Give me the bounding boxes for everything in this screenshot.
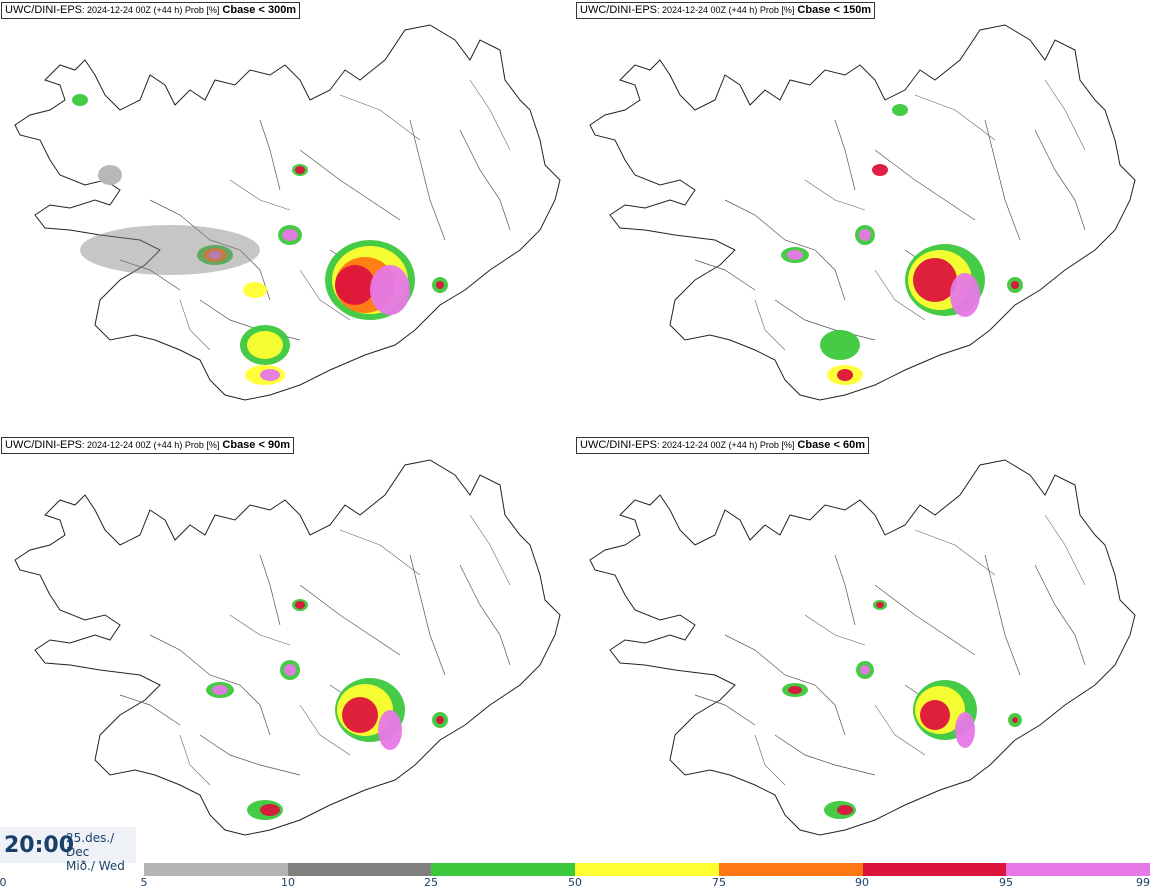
valid-time-box: 20:00 25.des./ Dec Mið./ Wed: [0, 827, 136, 873]
probability-blob: [955, 712, 975, 748]
panel-title: UWC/DINI-EPS: 2024-12-24 00Z (+44 h) Pro…: [1, 437, 294, 454]
probability-blob: [295, 601, 305, 609]
probability-blob: [209, 251, 221, 259]
probability-blob: [212, 685, 228, 695]
color-scale-label: 75: [712, 876, 726, 889]
probability-blob: [1011, 281, 1019, 289]
probability-blob: [860, 665, 870, 675]
color-scale-label: 10: [281, 876, 295, 889]
probability-blob: [820, 330, 860, 360]
color-scale-segment: [718, 863, 864, 876]
probability-field: [206, 599, 448, 820]
probability-field: [72, 94, 448, 385]
probability-blob: [436, 716, 444, 724]
probability-blob: [342, 697, 378, 733]
panel-title: UWC/DINI-EPS: 2024-12-24 00Z (+44 h) Pro…: [1, 2, 301, 19]
iceland-outline: [589, 24, 1136, 401]
probability-blob: [260, 804, 280, 816]
probability-blob: [72, 94, 88, 106]
probability-blob: [98, 165, 122, 185]
valid-time: 20:00: [4, 833, 75, 858]
probability-blob: [282, 229, 298, 241]
probability-blob: [378, 710, 402, 750]
probability-field: [781, 104, 1023, 385]
probability-blob: [913, 258, 957, 302]
valid-date-line1: 25.des./ Dec: [66, 831, 115, 859]
color-scale-label: 5: [140, 876, 148, 889]
color-scale-label: 95: [999, 876, 1013, 889]
probability-blob: [872, 164, 888, 176]
probability-blob: [1012, 717, 1018, 723]
probability-blob: [950, 273, 980, 317]
probability-blob: [295, 166, 305, 174]
panel-title: UWC/DINI-EPS: 2024-12-24 00Z (+44 h) Pro…: [576, 437, 869, 454]
iceland-outline: [14, 459, 561, 836]
map-panel-90m: UWC/DINI-EPS: 2024-12-24 00Z (+44 h) Pro…: [0, 435, 575, 870]
color-scale-segment: [575, 863, 720, 876]
probability-blob: [876, 602, 884, 608]
iceland-outline: [589, 459, 1136, 836]
probability-blob: [370, 265, 410, 315]
probability-blob: [892, 104, 908, 116]
valid-date: 25.des./ Dec Mið./ Wed: [66, 831, 136, 873]
panel-title: UWC/DINI-EPS: 2024-12-24 00Z (+44 h) Pro…: [576, 2, 876, 19]
color-scale-label: 0: [0, 876, 7, 889]
color-scale-label: 25: [424, 876, 438, 889]
probability-blob: [335, 265, 375, 305]
probability-blob: [837, 805, 853, 815]
color-scale-bar: [144, 863, 1150, 876]
map-panel-300m: UWC/DINI-EPS: 2024-12-24 00Z (+44 h) Pro…: [0, 0, 575, 435]
probability-blob: [436, 281, 444, 289]
probability-blob: [243, 282, 267, 298]
probability-blob: [920, 700, 950, 730]
color-scale-segment: [431, 863, 576, 876]
color-scale-segment: [287, 863, 432, 876]
iceland-outline: [14, 24, 561, 401]
color-scale-label: 99: [1136, 876, 1150, 889]
probability-blob: [788, 686, 802, 694]
valid-date-line2: Mið./ Wed: [66, 859, 125, 873]
probability-blob: [247, 331, 283, 359]
probability-blob: [787, 250, 803, 260]
probability-blob: [260, 369, 280, 381]
color-scale-label: 90: [855, 876, 869, 889]
probability-blob: [859, 229, 871, 241]
map-panel-60m: UWC/DINI-EPS: 2024-12-24 00Z (+44 h) Pro…: [575, 435, 1150, 870]
probability-blob: [284, 664, 296, 676]
color-scale-label: 50: [568, 876, 582, 889]
probability-blob: [80, 225, 260, 275]
color-scale-segment: [862, 863, 1007, 876]
color-scale-segment: [144, 863, 289, 876]
color-scale-segment: [1006, 863, 1150, 876]
probability-blob: [837, 369, 853, 381]
probability-field: [782, 600, 1022, 819]
map-panel-150m: UWC/DINI-EPS: 2024-12-24 00Z (+44 h) Pro…: [575, 0, 1150, 435]
